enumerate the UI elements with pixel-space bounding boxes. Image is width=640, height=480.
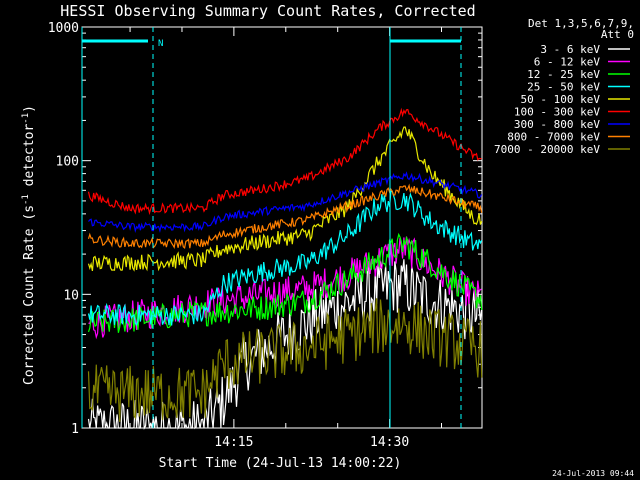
series-line	[87, 298, 483, 422]
y-axis-ticks: 1 10 100 1000	[48, 21, 482, 437]
x-axis-label: Start Time (24-Jul-13 14:00:22)	[159, 456, 402, 471]
series-line	[87, 107, 482, 216]
y-axis-label: Corrected Count Rate (s-1 detector-1)	[21, 105, 37, 385]
chart-title: HESSI Observing Summary Count Rates, Cor…	[60, 2, 475, 20]
series-line	[87, 183, 483, 250]
series-layer	[87, 107, 483, 430]
y-tick-label: 1000	[48, 21, 79, 36]
night-marker-label: N	[158, 39, 163, 49]
legend-label: 800 - 7000 keV	[507, 131, 600, 144]
legend-label: 300 - 800 keV	[514, 118, 600, 131]
series-line	[87, 190, 483, 327]
x-tick-label: 14:15	[214, 435, 253, 450]
legend-label: 3 - 6 keV	[540, 43, 600, 56]
legend-header-line-1: Det 1,3,5,6,7,9,	[528, 17, 634, 30]
x-tick-label: 14:30	[370, 435, 409, 450]
x-axis-ticks: 14:15 14:30	[129, 27, 443, 450]
series-line	[87, 126, 483, 272]
legend-label: 6 - 12 keV	[534, 56, 601, 69]
legend-label: 7000 - 20000 keV	[494, 143, 600, 156]
legend-header-line-2: Att 0	[601, 28, 634, 41]
night-overlay: N	[81, 27, 462, 428]
y-tick-label: 1	[71, 422, 79, 437]
y-tick-label: 100	[56, 155, 79, 170]
legend-label: 12 - 25 keV	[527, 68, 600, 81]
legend-label: 50 - 100 keV	[521, 93, 601, 106]
series-line	[87, 259, 483, 430]
legend-label: 25 - 50 keV	[527, 81, 600, 94]
timestamp: 24-Jul-2013 09:44	[552, 469, 634, 478]
series-line	[88, 171, 483, 234]
y-tick-label: 10	[63, 288, 79, 303]
legend-label: 100 - 300 keV	[514, 106, 600, 119]
